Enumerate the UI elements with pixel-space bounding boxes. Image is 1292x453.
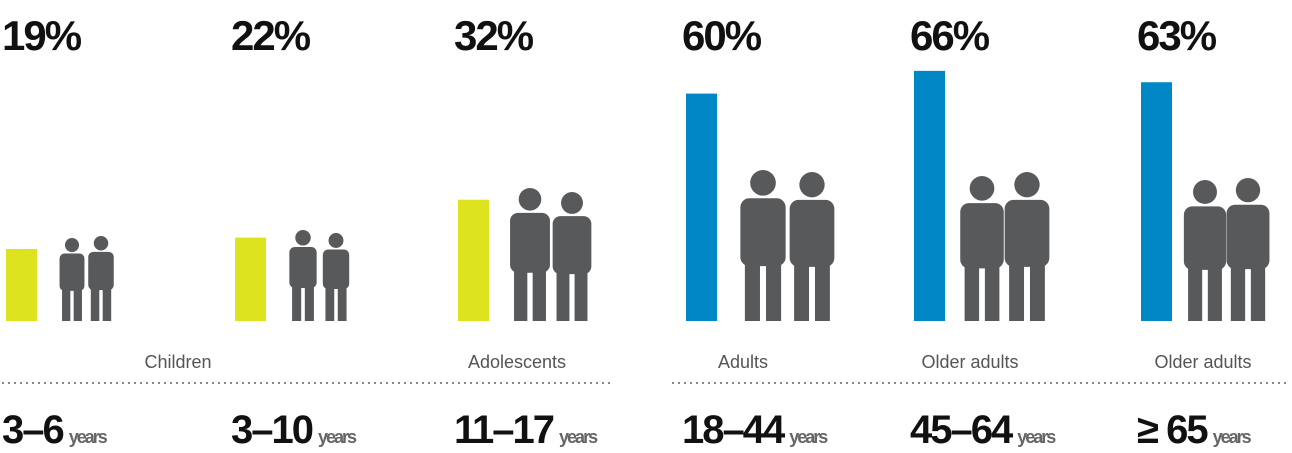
value-label: 22%: [231, 12, 311, 59]
silhouette: [789, 172, 835, 321]
unit-label: years: [69, 427, 108, 447]
leg: [532, 266, 546, 321]
torso: [1183, 206, 1227, 270]
age-range: 18–44: [682, 408, 786, 452]
head: [1193, 180, 1217, 204]
age-label: 18–44 years: [682, 408, 828, 452]
bar: [6, 248, 37, 321]
silhouette: [552, 192, 592, 321]
head: [295, 230, 311, 246]
value-label: 19%: [2, 12, 82, 59]
silhouette: [1183, 180, 1227, 321]
torso: [740, 198, 786, 267]
unit-label: years: [789, 427, 828, 447]
leg: [90, 285, 100, 321]
age-range: ≥ 65: [1137, 408, 1208, 452]
silhouette: [88, 236, 114, 321]
value-label: 32%: [454, 12, 534, 59]
torso: [1004, 199, 1050, 267]
head: [1235, 178, 1261, 203]
silhouette: [1226, 178, 1270, 321]
unit-label: years: [559, 427, 598, 447]
leg: [1230, 261, 1246, 321]
head: [328, 233, 344, 248]
head: [750, 170, 776, 196]
leg: [1188, 262, 1203, 321]
age-range: 11–17: [454, 408, 554, 452]
unit-label: years: [1017, 427, 1056, 447]
leg: [325, 284, 335, 321]
value-label: 63%: [1137, 12, 1217, 59]
leg: [556, 267, 570, 321]
leg: [964, 261, 980, 321]
torso: [789, 199, 835, 267]
leg: [574, 267, 588, 321]
leg: [1207, 262, 1222, 321]
silhouette: [1004, 172, 1050, 321]
age-label: 11–17 years: [454, 408, 598, 452]
bar: [686, 93, 717, 321]
age-range: 3–6: [2, 408, 63, 452]
torso: [322, 249, 350, 290]
silhouette: [740, 170, 786, 321]
silhouette: [289, 230, 317, 321]
silhouette: [59, 238, 85, 321]
group-label: Older adults: [921, 352, 1018, 372]
leg: [766, 258, 782, 321]
leg: [794, 259, 810, 321]
leg: [292, 283, 302, 321]
bar: [1141, 82, 1172, 321]
leg: [73, 286, 82, 321]
leg: [514, 266, 528, 321]
leg: [1029, 259, 1045, 321]
leg: [1009, 259, 1025, 321]
bar: [235, 237, 266, 321]
group-label: Adults: [718, 352, 768, 372]
torso: [510, 212, 550, 273]
silhouette: [322, 233, 350, 321]
age-label: 3–6 years: [2, 408, 108, 452]
age-range: 45–64: [910, 408, 1014, 452]
torso: [960, 203, 1004, 269]
head: [969, 176, 995, 201]
leg: [304, 283, 314, 321]
torso: [59, 253, 85, 291]
group-label: Older adults: [1154, 352, 1251, 372]
age-label: 45–64 years: [910, 408, 1056, 452]
silhouette: [960, 176, 1004, 321]
value-label: 66%: [910, 12, 990, 59]
group-label: Adolescents: [468, 352, 566, 372]
head: [799, 172, 825, 198]
head: [1014, 172, 1040, 198]
age-label: 3–10 years: [231, 408, 357, 452]
leg: [744, 258, 760, 321]
leg: [102, 285, 112, 321]
torso: [289, 247, 317, 288]
torso: [1226, 204, 1270, 270]
head: [93, 236, 109, 251]
silhouette: [510, 188, 550, 321]
torso: [552, 216, 592, 275]
unit-label: years: [318, 427, 357, 447]
torso: [88, 251, 114, 291]
leg: [337, 284, 347, 321]
leg: [814, 259, 830, 321]
leg: [1250, 261, 1266, 321]
age-range: 3–10: [231, 408, 313, 452]
bar: [914, 70, 945, 321]
unit-label: years: [1213, 427, 1252, 447]
leg: [984, 261, 1000, 321]
head: [518, 188, 542, 211]
leg: [62, 286, 71, 321]
value-label: 60%: [682, 12, 762, 59]
bar: [458, 199, 489, 321]
head: [64, 238, 80, 253]
group-label: Children: [144, 352, 211, 372]
head: [561, 192, 583, 214]
age-label: ≥ 65 years: [1137, 408, 1252, 452]
